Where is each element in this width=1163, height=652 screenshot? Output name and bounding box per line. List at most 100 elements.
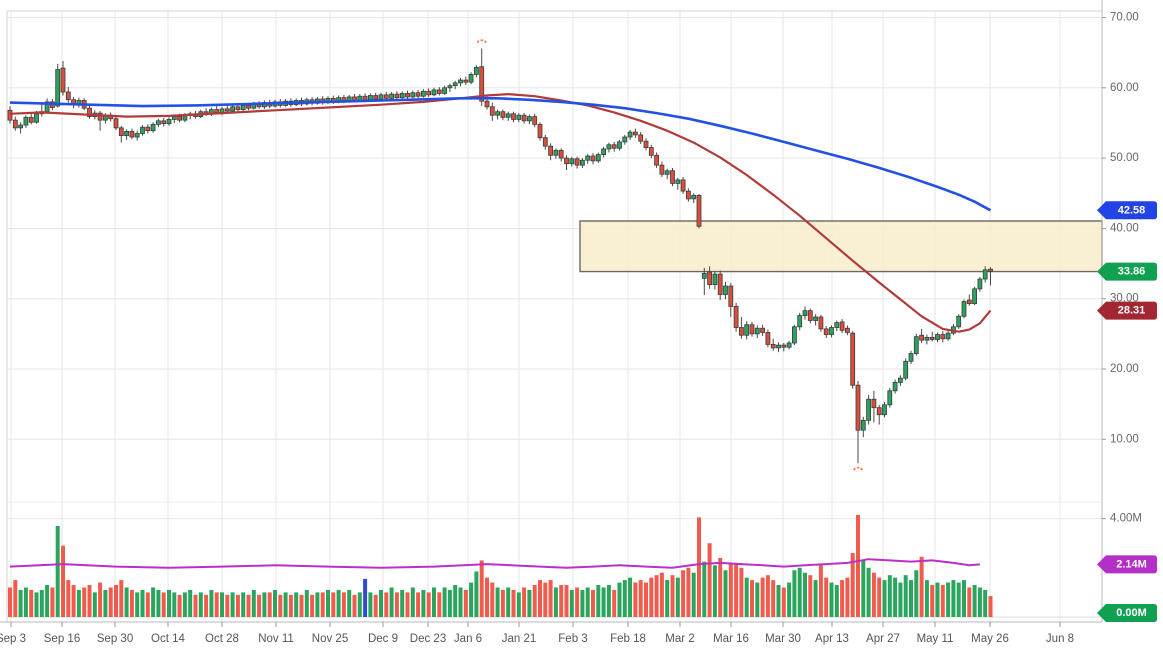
date-tick-label: Jun 8 — [1046, 633, 1074, 645]
candle-up — [399, 93, 405, 99]
candle-down — [670, 170, 675, 184]
candle-down — [739, 327, 744, 336]
date-tick-label: Feb 3 — [558, 633, 587, 645]
volume-bar — [834, 585, 839, 617]
candle-down — [643, 140, 649, 148]
volume-bar — [813, 580, 818, 617]
volume-bar — [845, 577, 850, 617]
volume-bar — [114, 585, 118, 617]
candle-up — [701, 272, 707, 279]
volume-bar — [622, 580, 627, 617]
red-ma-last-value: 28.31 — [1097, 301, 1157, 320]
candle-down — [781, 344, 787, 348]
volume-bar — [569, 589, 574, 617]
volume-bar — [39, 589, 44, 617]
volume-bar — [506, 587, 511, 617]
candle-down — [823, 328, 829, 335]
volume-bar — [198, 592, 203, 617]
volume-bar — [728, 562, 733, 617]
candle-down — [479, 66, 485, 102]
volume-bar — [601, 587, 606, 617]
date-tick-label: Mar 16 — [713, 633, 749, 645]
volume-bar — [580, 589, 585, 617]
volume-bar — [829, 582, 834, 617]
candle-up — [585, 155, 591, 161]
candle-down — [919, 334, 924, 341]
date-tick-label: Nov 25 — [312, 633, 348, 645]
volume-bar — [341, 592, 346, 617]
candle-down — [28, 116, 34, 123]
volume-bar — [92, 592, 97, 617]
candle-down — [876, 407, 882, 416]
last-price-value-label: 33.86 — [1118, 266, 1146, 278]
volume-bar — [463, 589, 468, 617]
volume-last-value-label: 0.00M — [1116, 607, 1147, 619]
volume-bar — [294, 592, 299, 617]
candle-down — [940, 334, 946, 340]
volume-bar — [304, 589, 309, 617]
candle-up — [55, 69, 61, 107]
candle-down — [845, 327, 850, 333]
candle-up — [505, 113, 511, 118]
candle-down — [590, 155, 596, 162]
volume-bar — [161, 592, 166, 617]
volume-bar — [145, 592, 150, 617]
candle-up — [829, 327, 834, 335]
candle-up — [675, 179, 681, 184]
volume-bar — [511, 589, 516, 617]
volume-bar — [87, 585, 92, 617]
volume-bar — [951, 580, 956, 617]
candle-up — [431, 89, 437, 96]
date-tick-label: Sep 16 — [44, 633, 80, 645]
candle-down — [871, 398, 877, 409]
volume-bar — [225, 594, 230, 617]
date-tick-label: Dec 9 — [368, 633, 398, 645]
volume-bar — [13, 580, 18, 617]
volume-bar — [368, 592, 373, 617]
candle-down — [638, 134, 644, 142]
candle-down — [648, 147, 654, 156]
blue-ma-last-value-label: 42.58 — [1118, 204, 1146, 216]
candle-up — [166, 119, 172, 125]
candle-up — [553, 149, 559, 156]
supply-zone-rectangle[interactable] — [579, 220, 1103, 273]
volume-bar — [209, 589, 214, 617]
candle-down — [728, 285, 734, 307]
candle-down — [426, 90, 432, 96]
volume-bar — [177, 594, 182, 617]
volume-bar — [670, 575, 675, 617]
volume-bar — [781, 587, 786, 617]
volume-bar — [34, 592, 39, 617]
volume-bar — [273, 589, 277, 617]
volume-bar — [326, 589, 330, 617]
candle-down — [436, 89, 442, 94]
date-tick-label: Apr 13 — [815, 633, 849, 645]
volume-bar — [235, 594, 240, 617]
volume-bar — [193, 594, 198, 617]
volume-bar — [257, 594, 262, 617]
candle-up — [913, 336, 919, 354]
volume-bar — [299, 594, 304, 617]
volume-bar — [702, 561, 707, 617]
volume-bar — [55, 525, 60, 617]
volume-bar — [564, 585, 569, 617]
volume-bar — [903, 575, 908, 617]
candle-down — [129, 130, 135, 138]
candle-up — [569, 158, 575, 165]
low-marker — [853, 466, 863, 471]
volume-bar — [135, 592, 140, 617]
volume-bar — [442, 587, 447, 617]
volume-bar — [18, 589, 23, 617]
volume-bar — [214, 592, 219, 617]
candle-up — [887, 390, 893, 406]
volume-ma-line — [9, 558, 980, 569]
volume-bar — [924, 580, 929, 617]
candle-up — [664, 170, 670, 175]
volume-bar — [522, 587, 527, 617]
red-ma-last-value-label: 28.31 — [1118, 305, 1146, 317]
volume-bar — [172, 592, 177, 617]
volume-bar — [469, 582, 474, 617]
volume-bar — [596, 585, 601, 617]
candle-down — [60, 67, 66, 93]
